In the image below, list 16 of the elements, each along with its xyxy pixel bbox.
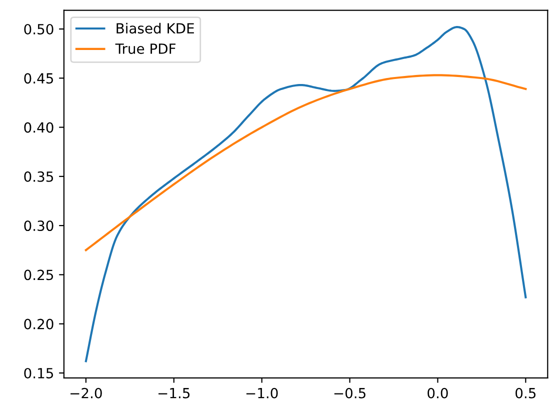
y-tick-label: 0.50 (24, 24, 54, 34)
y-tick-label: 0.40 (24, 122, 54, 133)
x-tick-label: 0.0 (428, 388, 448, 398)
y-tick-label: 0.25 (24, 270, 54, 280)
x-tick-label: −0.5 (334, 388, 366, 398)
legend-label: Biased KDE (116, 22, 194, 34)
y-tick-label: 0.30 (24, 220, 54, 232)
legend-label: True PDF (115, 44, 176, 54)
y-tick-label: 0.20 (24, 318, 54, 330)
y-tick-label: 0.45 (24, 73, 54, 84)
y-tick-label: 0.15 (24, 368, 54, 378)
x-tick-label: 0.5 (516, 388, 536, 398)
x-tick-label: −2.0 (70, 388, 102, 398)
y-tick-label: 0.35 (24, 171, 54, 182)
x-tick-label: −1.0 (246, 388, 278, 398)
x-tick-label: −1.5 (158, 388, 190, 398)
